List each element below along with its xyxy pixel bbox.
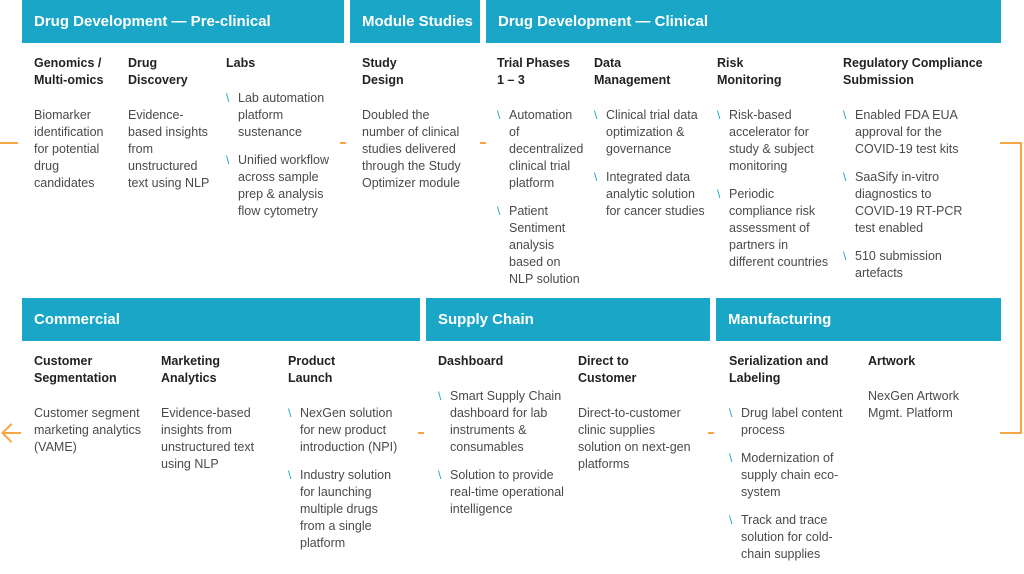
col-text: Doubled the number of clinical studies d… bbox=[362, 108, 461, 190]
col-title: Genomics / Multi-omics bbox=[34, 56, 104, 87]
col-trial-phases: Trial Phases 1 – 3 Automation of decentr… bbox=[497, 55, 589, 299]
col-customer-segmentation: Customer Segmentation Customer segment m… bbox=[34, 353, 158, 456]
col-title: Drug Discovery bbox=[128, 56, 188, 87]
col-study-design: Study Design Doubled the number of clini… bbox=[362, 55, 480, 192]
connector-module-clinical bbox=[480, 142, 486, 144]
list-item: Track and trace solution for cold- chain… bbox=[729, 512, 863, 563]
col-drug-discovery: Drug Discovery Evidence- based insights … bbox=[128, 55, 224, 192]
connector-supply-commercial bbox=[418, 432, 424, 434]
connector-right-loop bbox=[1000, 142, 1022, 434]
col-title: Labs bbox=[226, 56, 256, 70]
arrow-left-icon bbox=[1, 423, 21, 443]
list-item: Clinical trial data optimization & gover… bbox=[594, 107, 712, 158]
col-title: Study Design bbox=[362, 56, 404, 87]
col-title: Product Launch bbox=[288, 354, 336, 385]
connector-preclinical-module bbox=[340, 142, 346, 144]
header-module-studies: Module Studies bbox=[350, 0, 480, 43]
connector-manufacturing-supply bbox=[708, 432, 714, 434]
list-item: Drug label content process bbox=[729, 405, 863, 439]
header-supply-chain: Supply Chain bbox=[426, 298, 710, 341]
col-risk-monitoring: Risk Monitoring Risk-based accelerator f… bbox=[717, 55, 837, 282]
col-title: Dashboard bbox=[438, 354, 504, 368]
header-manufacturing: Manufacturing bbox=[716, 298, 1001, 341]
col-title: Risk Monitoring bbox=[717, 56, 782, 87]
list-item: NexGen solution for new product introduc… bbox=[288, 405, 416, 456]
col-title: Data Management bbox=[594, 56, 671, 87]
header-clinical: Drug Development — Clinical bbox=[486, 0, 1001, 43]
list-item: Periodic compliance risk assessment of p… bbox=[717, 186, 837, 271]
list-item: SaaSify in-vitro diagnostics to COVID-19… bbox=[843, 169, 998, 237]
col-title: Regulatory Compliance Submission bbox=[843, 56, 983, 87]
col-text: NexGen Artwork Mgmt. Platform bbox=[868, 389, 960, 420]
connector-left bbox=[0, 142, 18, 144]
list-item: Integrated data analytic solution for ca… bbox=[594, 169, 712, 220]
col-title: Direct to Customer bbox=[578, 354, 637, 385]
col-genomics: Genomics / Multi-omics Biomarker identif… bbox=[34, 55, 124, 192]
col-direct-to-customer: Direct to Customer Direct-to-customer cl… bbox=[578, 353, 708, 473]
list-item: Smart Supply Chain dashboard for lab ins… bbox=[438, 388, 574, 456]
col-text: Customer segment marketing analytics (VA… bbox=[34, 406, 141, 454]
list-item: Patient Sentiment analysis based on NLP … bbox=[497, 203, 589, 288]
col-title: Trial Phases 1 – 3 bbox=[497, 56, 570, 87]
col-data-management: Data Management Clinical trial data opti… bbox=[594, 55, 712, 231]
col-serialization: Serialization and Labeling Drug label co… bbox=[729, 353, 863, 574]
col-text: Evidence-based insights from unstructure… bbox=[161, 406, 255, 471]
col-title: Marketing Analytics bbox=[161, 354, 221, 385]
col-dashboard: Dashboard Smart Supply Chain dashboard f… bbox=[438, 353, 574, 529]
list-item: Modernization of supply chain eco- syste… bbox=[729, 450, 863, 501]
header-commercial: Commercial bbox=[22, 298, 420, 341]
list-item: Lab automation platform sustenance bbox=[226, 90, 338, 141]
col-regulatory: Regulatory Compliance Submission Enabled… bbox=[843, 55, 998, 293]
list-item: Industry solution for launching multiple… bbox=[288, 467, 416, 552]
col-text: Biomarker identification for potential d… bbox=[34, 108, 104, 190]
list-item: 510 submission artefacts bbox=[843, 248, 998, 282]
col-labs: Labs Lab automation platform sustenance … bbox=[226, 55, 338, 231]
col-text: Direct-to-customer clinic supplies solut… bbox=[578, 406, 691, 471]
col-artwork: Artwork NexGen Artwork Mgmt. Platform bbox=[868, 353, 996, 422]
connector-exit-left bbox=[3, 432, 21, 434]
list-item: Automation of decentralized clinical tri… bbox=[497, 107, 589, 192]
col-title: Artwork bbox=[868, 354, 916, 368]
list-item: Enabled FDA EUA approval for the COVID-1… bbox=[843, 107, 998, 158]
col-product-launch: Product Launch NexGen solution for new p… bbox=[288, 353, 416, 563]
col-text: Evidence- based insights from unstructur… bbox=[128, 108, 210, 190]
col-title: Customer Segmentation bbox=[34, 354, 117, 385]
header-preclinical: Drug Development — Pre-clinical bbox=[22, 0, 344, 43]
list-item: Solution to provide real-time operationa… bbox=[438, 467, 574, 518]
list-item: Unified workflow across sample prep & an… bbox=[226, 152, 338, 220]
list-item: Risk-based accelerator for study & subje… bbox=[717, 107, 837, 175]
col-marketing-analytics: Marketing Analytics Evidence-based insig… bbox=[161, 353, 283, 473]
col-title: Serialization and Labeling bbox=[729, 354, 829, 385]
